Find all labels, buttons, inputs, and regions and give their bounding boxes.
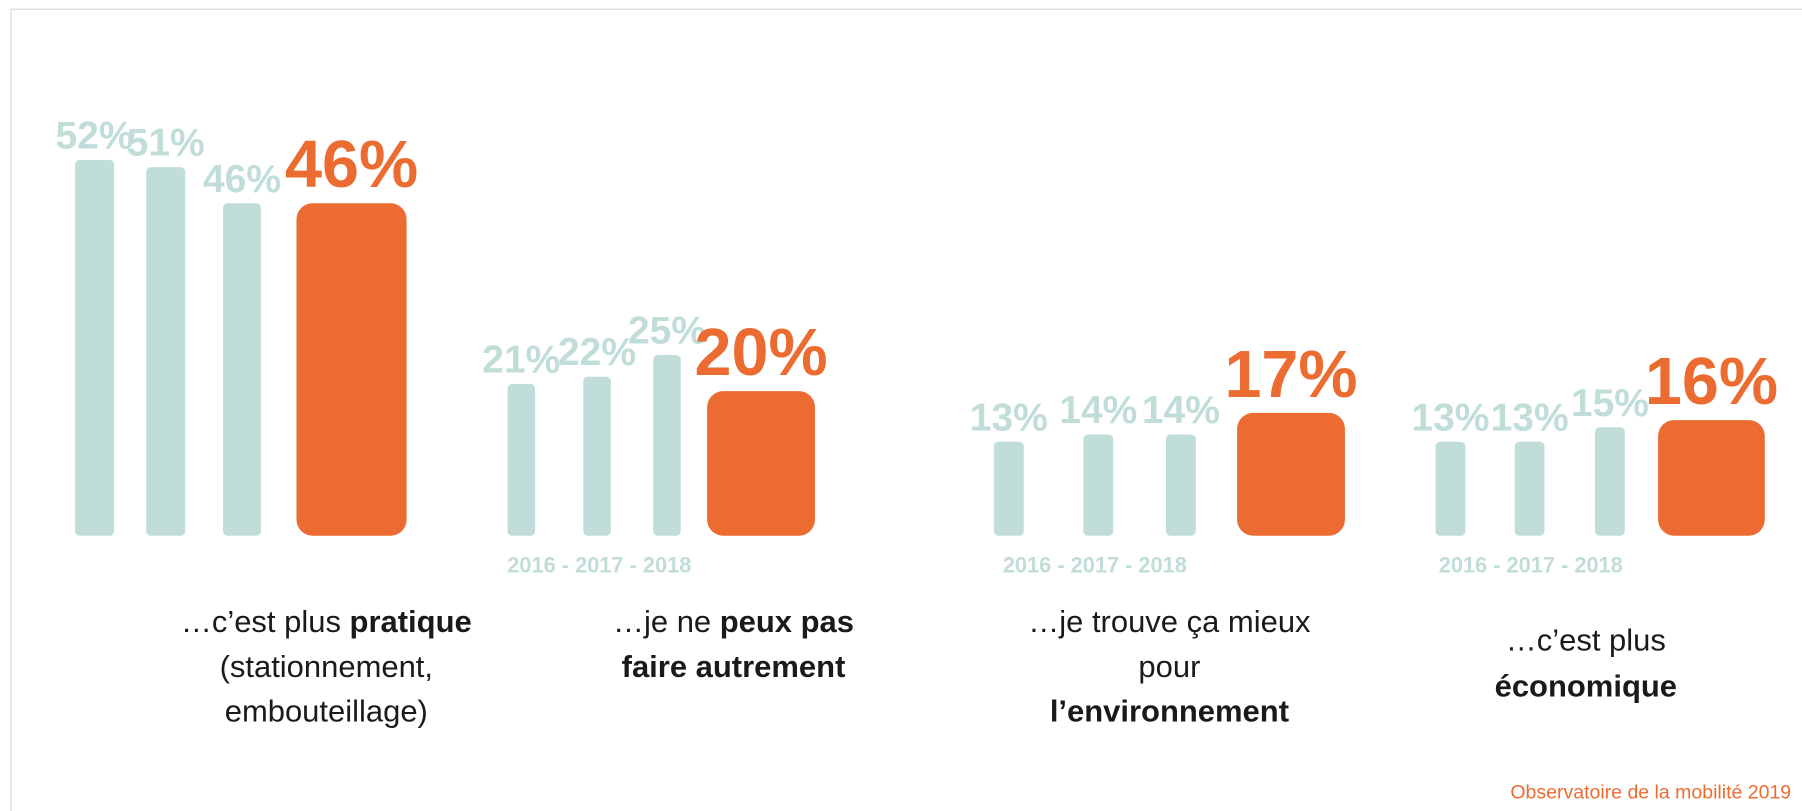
caption-line: …je ne peux pas [613, 604, 854, 639]
caption-line: pour [1138, 649, 1200, 684]
caption-segment: pratique [350, 604, 472, 639]
value-label: 13% [970, 396, 1048, 439]
caption-line: …c’est plus pratique [181, 604, 472, 639]
bar [296, 203, 407, 536]
caption-line: …je trouve ça mieux [1028, 604, 1311, 639]
value-label: 21% [482, 338, 560, 381]
caption-line: embouteillage) [225, 694, 428, 729]
value-label: 46% [285, 128, 418, 202]
value-label: 16% [1645, 345, 1778, 419]
bar [146, 167, 186, 536]
source: Observatoire de la mobilité 2019 [1510, 781, 1791, 803]
caption-line: l’environnement [1050, 694, 1289, 729]
caption-line: …c’est plus [1506, 622, 1666, 657]
caption-segment: faire autrement [622, 649, 846, 684]
bar [1165, 434, 1196, 536]
caption-segment: économique [1495, 668, 1677, 703]
caption-segment: …c’est plus [1506, 622, 1666, 657]
value-label: 14% [1142, 389, 1220, 432]
bar [583, 376, 611, 536]
caption-segment: pour [1138, 649, 1200, 684]
value-label: 52% [56, 114, 134, 157]
frame [10, 8, 1802, 811]
bar [75, 159, 115, 536]
caption-line: économique [1495, 668, 1677, 703]
bar [223, 203, 261, 536]
value-label: 14% [1059, 389, 1137, 432]
bar [707, 391, 815, 536]
caption-segment: …je ne [613, 604, 720, 639]
bar [1658, 420, 1765, 536]
bar [1514, 441, 1545, 536]
bar [1435, 441, 1466, 536]
caption-segment: …c’est plus [181, 604, 350, 639]
caption-segment: l’environnement [1050, 694, 1289, 729]
value-label: 13% [1411, 396, 1489, 439]
bar [993, 441, 1024, 536]
caption-line: faire autrement [622, 649, 846, 684]
caption-segment: …je trouve ça mieux [1028, 604, 1311, 639]
bar [1237, 412, 1345, 536]
caption-segment: embouteillage) [225, 694, 428, 729]
value-label: 17% [1224, 338, 1357, 412]
value-label: 25% [628, 310, 706, 353]
value-label: 46% [203, 158, 281, 201]
years-label: 2016 - 2017 - 2018 [1003, 552, 1187, 577]
value-label: 51% [127, 122, 205, 165]
value-label: 13% [1491, 396, 1569, 439]
caption-line: (stationnement, [220, 649, 433, 684]
caption-segment: peux pas [720, 604, 854, 639]
value-label: 15% [1571, 382, 1649, 425]
bar [1083, 434, 1114, 536]
bar [1594, 427, 1625, 536]
value-label: 20% [694, 316, 827, 390]
caption-segment: (stationnement, [220, 649, 433, 684]
years-label: 2016 - 2017 - 2018 [1439, 552, 1623, 577]
bar [507, 383, 536, 536]
bar [653, 355, 681, 536]
years-label: 2016 - 2017 - 2018 [507, 552, 691, 577]
value-label: 22% [558, 331, 636, 374]
